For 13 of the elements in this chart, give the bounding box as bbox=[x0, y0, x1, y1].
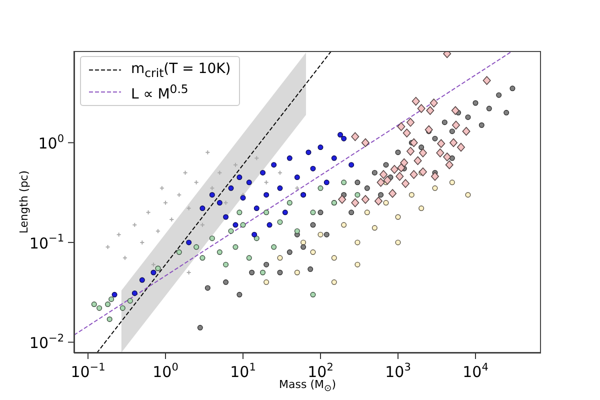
x-tick-label: 10$^{−1}$ bbox=[70, 361, 106, 381]
x-tick-label: 10$^{3}$ bbox=[385, 361, 411, 381]
x-tick-label: 10$^{1}$ bbox=[230, 361, 256, 381]
y-tick-label: 10$^{0}$ bbox=[38, 132, 64, 153]
x-tick-label: 10$^{2}$ bbox=[308, 361, 334, 381]
legend-label: L ∝ M$^{0.5}$ bbox=[131, 82, 188, 102]
y-tick-label: 10$^{−1}$ bbox=[29, 232, 64, 252]
y-tick-label: 10$^{−2}$ bbox=[29, 332, 64, 352]
legend-label: m$_{crit}$(T = 10K) bbox=[131, 60, 231, 80]
x-axis-title: Mass (M$_{⊙}$) bbox=[279, 378, 336, 394]
x-tick-label: 10$^{4}$ bbox=[462, 361, 489, 381]
x-tick-label: 10$^{0}$ bbox=[152, 361, 178, 381]
y-axis-title: Length (pc) bbox=[18, 170, 30, 234]
